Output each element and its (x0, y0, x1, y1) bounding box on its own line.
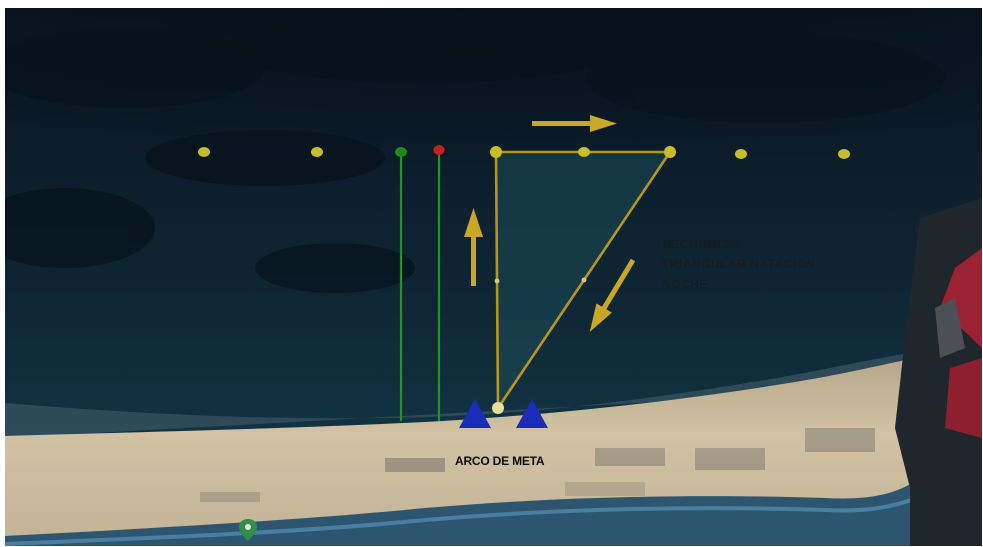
buoy-yellow (664, 146, 676, 158)
buoy-yellow (735, 149, 747, 159)
buoy-yellow (490, 146, 502, 158)
buoy-green (395, 147, 407, 157)
buoy-yellow (198, 147, 210, 157)
finish-arch (459, 399, 548, 428)
beach-umbrellas (200, 428, 875, 502)
course-description: RECORRIDO TRIANGULAR NATACION NOCHE (662, 234, 816, 294)
map-canvas (5, 8, 982, 546)
course-description-line-3: NOCHE (662, 277, 708, 291)
seabed-shadows (5, 13, 945, 293)
course-description-line-2: TRIANGULAR NATACION (662, 257, 816, 271)
finish-buoy (492, 402, 504, 414)
arrow-right-icon (532, 115, 617, 132)
buoy-yellow (578, 147, 590, 157)
direction-arrows (464, 115, 636, 333)
buoy-red (433, 145, 445, 155)
arrow-down-left-icon (589, 258, 636, 333)
buoy-row (198, 145, 850, 159)
buoy-yellow (311, 147, 323, 157)
finish-triangle-right (516, 399, 548, 428)
buoy-yellow (838, 149, 850, 159)
buildings (895, 198, 982, 546)
location-pin-icon (239, 519, 257, 541)
satellite-map: RECORRIDO TRIANGULAR NATACION NOCHE ARCO… (5, 8, 982, 546)
shoreline (5, 353, 910, 438)
arrow-up-icon (464, 208, 483, 286)
promenade (5, 478, 935, 546)
finish-triangle-left (459, 399, 491, 428)
finish-arch-label: ARCO DE META (455, 454, 545, 468)
course-description-line-1: RECORRIDO (662, 237, 740, 251)
